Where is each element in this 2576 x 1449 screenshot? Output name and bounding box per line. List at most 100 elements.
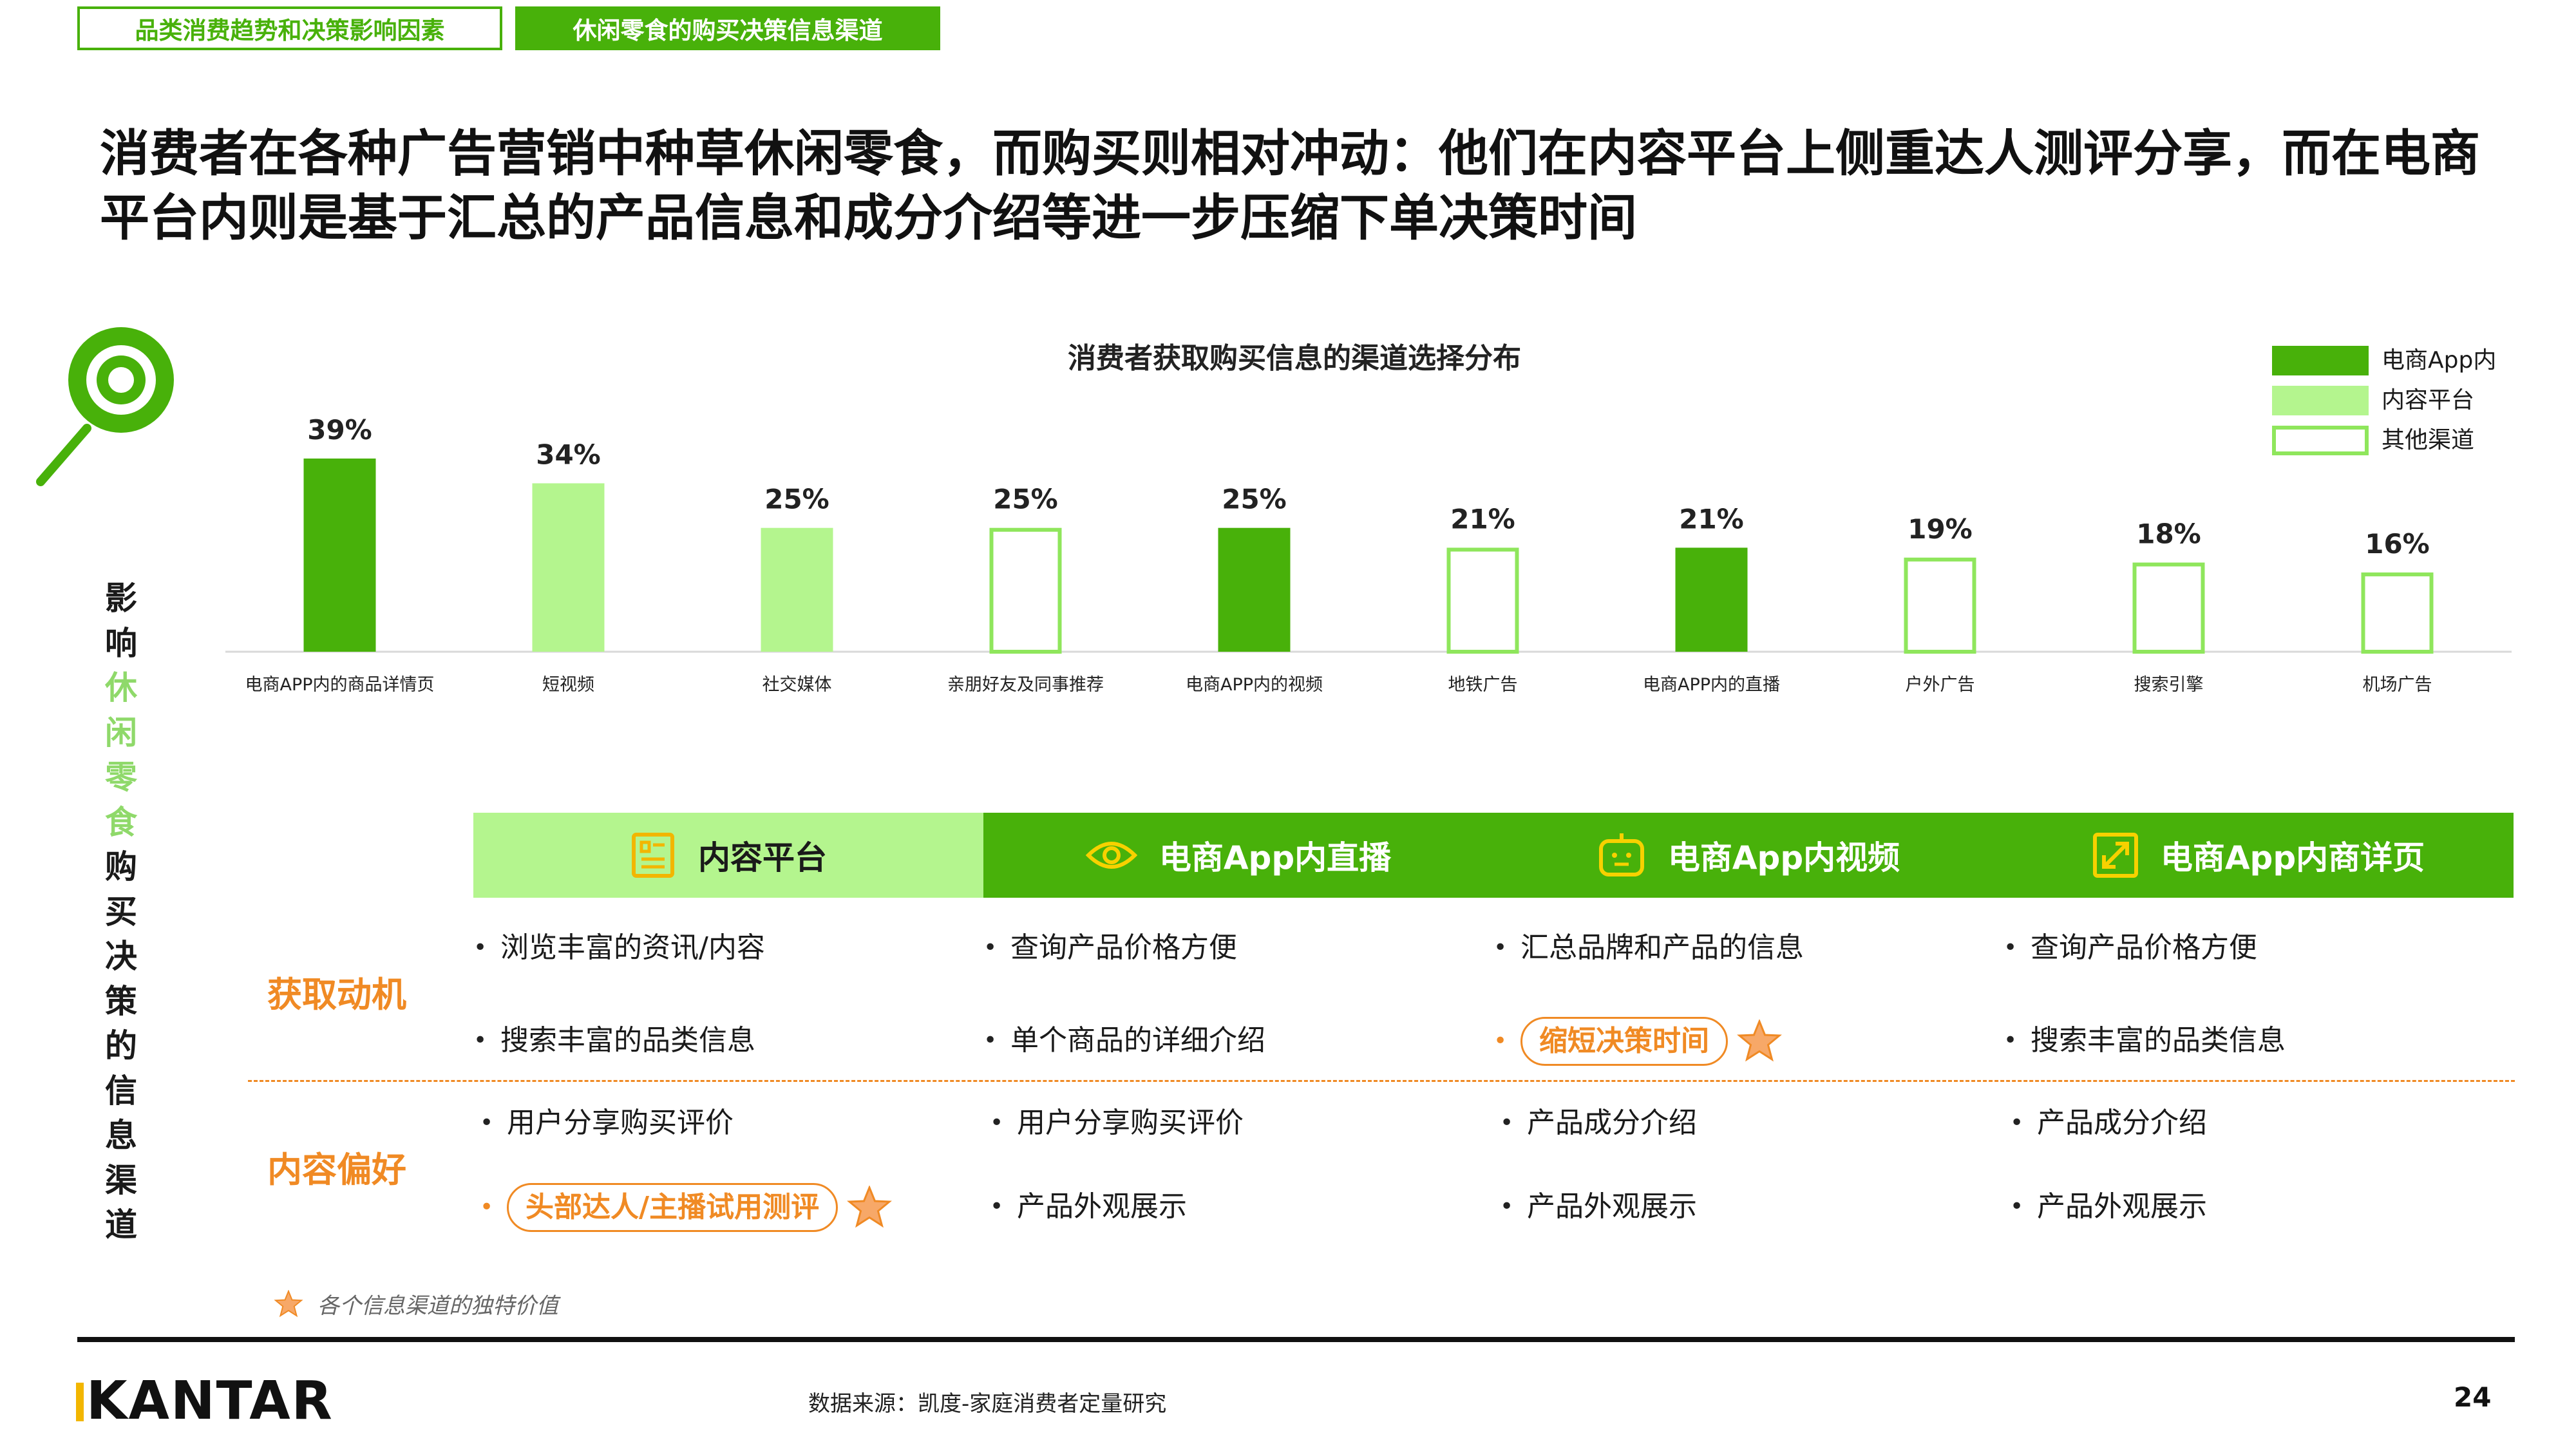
x-tick-label: 电商APP内的直播 xyxy=(1643,675,1780,695)
bar xyxy=(989,527,1062,654)
side-title-char: 的 xyxy=(105,1027,137,1065)
channel-header-content-platform: 内容平台 xyxy=(473,813,983,898)
x-tick-label: 电商APP内的视频 xyxy=(1186,675,1323,695)
bar xyxy=(1218,527,1291,652)
side-title-char: 休 xyxy=(105,669,137,706)
preference-item: • 产品外观展示 xyxy=(1500,1190,1697,1223)
bar-value-label: 21% xyxy=(1679,503,1744,535)
motivation-item: • 单个商品的详细介绍 xyxy=(983,1024,1265,1057)
unique-value-pill: 缩短决策时间 xyxy=(1520,1017,1728,1066)
page-number: 24 xyxy=(2454,1381,2492,1413)
bar-value-label: 19% xyxy=(1908,513,1973,545)
side-title-char: 零 xyxy=(105,759,137,796)
bar xyxy=(303,459,376,652)
motivation-item: • 查询产品价格方便 xyxy=(983,931,1237,964)
data-source: 数据来源：凯度-家庭消费者定量研究 xyxy=(808,1391,1167,1417)
side-title-char: 食 xyxy=(105,803,137,841)
legend-label: 电商App内 xyxy=(2382,347,2497,374)
side-title-char: 道 xyxy=(105,1206,137,1244)
legend-item: 内容平台 xyxy=(2272,384,2530,417)
channel-header-label: 电商App内视频 xyxy=(1667,839,1900,876)
x-tick-label: 电商APP内的商品详情页 xyxy=(245,675,434,695)
footnote: 各个信息渠道的独特价值 xyxy=(274,1288,558,1320)
unique-value-pill: 头部达人/主播试用测评 xyxy=(507,1183,838,1232)
bar xyxy=(532,483,605,652)
x-tick-label: 地铁广告 xyxy=(1448,675,1518,695)
document-icon xyxy=(630,832,676,878)
robot-icon xyxy=(1597,832,1646,878)
star-icon xyxy=(847,1186,893,1229)
x-tick-label: 社交媒体 xyxy=(762,675,832,695)
side-title-char: 买 xyxy=(105,893,137,931)
motivation-item: • 汇总品牌和产品的信息 xyxy=(1493,931,1804,964)
preference-item: • 产品外观展示 xyxy=(990,1190,1187,1223)
side-title-char: 闲 xyxy=(105,714,137,752)
channel-header-live: 电商App内直播 xyxy=(983,813,1493,898)
x-tick-label: 亲朋好友及同事推荐 xyxy=(947,675,1104,695)
side-title-char: 策 xyxy=(105,982,137,1020)
chart-title: 消费者获取购买信息的渠道选择分布 xyxy=(1068,342,1521,375)
channel-header-video: 电商App内视频 xyxy=(1493,813,2003,898)
legend-item: 其他渠道 xyxy=(2272,424,2530,457)
bar xyxy=(761,527,833,652)
bar xyxy=(1446,547,1519,654)
preference-item: • 用户分享购买评价 xyxy=(990,1106,1244,1139)
footer-rule xyxy=(77,1337,2515,1342)
star-icon xyxy=(274,1289,303,1318)
breadcrumb-section-tab[interactable]: 品类消费趋势和决策影响因素 xyxy=(77,6,502,50)
bar-value-label: 21% xyxy=(1450,503,1515,535)
x-tick-label: 户外广告 xyxy=(1906,675,1975,695)
bar-value-label: 25% xyxy=(1222,484,1287,515)
legend-swatch xyxy=(2272,426,2369,455)
legend-item: 电商App内 xyxy=(2272,345,2530,377)
page-title: 消费者在各种广告营销中种草休闲零食，而购买则相对冲动：他们在内容平台上侧重达人测… xyxy=(100,126,2480,247)
bar xyxy=(1675,547,1748,652)
bar-chart: 39% 电商APP内的商品详情页 34% 短视频 25% 社交媒体 25% 亲朋好友及同事推荐… xyxy=(225,414,2512,695)
legend-swatch xyxy=(2272,386,2369,415)
x-tick-label: 机场广告 xyxy=(2363,675,2432,695)
side-title: 影响休闲零食购买决策的信息渠道 xyxy=(102,576,140,1248)
side-title-char: 渠 xyxy=(105,1161,137,1199)
logo-accent xyxy=(76,1383,84,1421)
bar-value-label: 18% xyxy=(2136,518,2201,550)
legend-swatch xyxy=(2272,346,2369,375)
motivation-item: • 搜索丰富的品类信息 xyxy=(473,1024,755,1057)
side-title-char: 信 xyxy=(105,1072,137,1110)
bar xyxy=(2132,562,2205,654)
motivation-item-highlight: • 缩短决策时间 xyxy=(1493,1017,1782,1066)
channel-header-label: 电商App内商详页 xyxy=(2160,839,2425,876)
bar-value-label: 39% xyxy=(307,414,372,446)
breadcrumb-current-tab[interactable]: 休闲零食的购买决策信息渠道 xyxy=(515,6,940,50)
footnote-text: 各个信息渠道的独特价值 xyxy=(317,1293,558,1319)
side-title-char: 响 xyxy=(105,624,137,662)
x-tick-label: 搜索引擎 xyxy=(2134,675,2204,695)
motivation-item: • 查询产品价格方便 xyxy=(2003,931,2257,964)
eye-icon xyxy=(1085,836,1137,875)
side-title-char: 息 xyxy=(105,1117,137,1154)
channel-header-label: 电商App内直播 xyxy=(1159,839,1392,876)
motivation-item: • 浏览丰富的资讯/内容 xyxy=(473,931,765,964)
preference-item: • 产品成分介绍 xyxy=(1500,1106,1697,1139)
row-label-preference: 内容偏好 xyxy=(267,1150,406,1190)
star-icon xyxy=(1737,1019,1782,1063)
bar-value-label: 34% xyxy=(536,439,601,470)
side-title-char: 购 xyxy=(105,848,137,886)
kantar-logo: KANTAR xyxy=(76,1370,334,1432)
preference-item: • 产品外观展示 xyxy=(2010,1190,2207,1223)
bar xyxy=(2361,572,2434,654)
row-label-motivation: 获取动机 xyxy=(267,974,406,1015)
x-tick-label: 短视频 xyxy=(542,675,594,695)
expand-icon xyxy=(2092,832,2139,878)
bar xyxy=(1904,557,1976,654)
bar-value-label: 25% xyxy=(764,484,829,515)
preference-item: • 用户分享购买评价 xyxy=(480,1106,734,1139)
bar-value-label: 16% xyxy=(2365,528,2430,560)
motivation-item: • 搜索丰富的品类信息 xyxy=(2003,1024,2286,1057)
legend-label: 其他渠道 xyxy=(2382,427,2475,453)
side-title-char: 决 xyxy=(105,938,137,975)
channel-header-label: 内容平台 xyxy=(698,839,827,876)
bar-value-label: 25% xyxy=(993,484,1058,515)
preference-item-highlight: • 头部达人/主播试用测评 xyxy=(480,1183,893,1232)
side-title-char: 影 xyxy=(105,580,137,617)
preference-item: • 产品成分介绍 xyxy=(2010,1106,2207,1139)
